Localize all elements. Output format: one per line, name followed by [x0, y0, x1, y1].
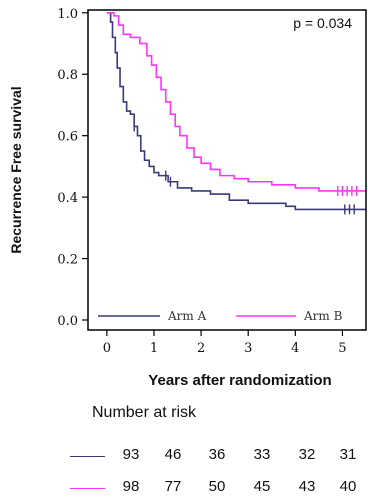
- risk-value: 31: [339, 446, 357, 463]
- x-tick-label: 4: [291, 341, 299, 356]
- legend: Arm A Arm B: [98, 309, 343, 323]
- x-tick-label: 2: [197, 341, 205, 356]
- x-tick-label: 3: [244, 341, 252, 356]
- risk-row-arm-a: 93 46 36 33 32 31: [0, 446, 368, 466]
- y-axis-label-container: Recurrence Free survival: [8, 86, 24, 253]
- y-tick-label: 0.6: [57, 130, 78, 145]
- legend-label: Arm A: [167, 309, 207, 323]
- risk-value: 33: [253, 446, 271, 463]
- risk-value: 32: [298, 446, 316, 463]
- legend-label: Arm B: [303, 309, 343, 323]
- p-value-annotation: p = 0.034: [293, 15, 352, 31]
- y-tick-label: 0.0: [57, 314, 78, 329]
- y-tick-label: 0.2: [57, 253, 78, 268]
- risk-row-line-arm-a: [70, 456, 105, 457]
- risk-value: 46: [164, 446, 182, 463]
- x-tick-label: 5: [338, 341, 346, 356]
- risk-row-line-arm-b: [70, 488, 105, 489]
- risk-value: 45: [253, 478, 271, 495]
- x-tick-label: 1: [150, 341, 158, 356]
- risk-value: 98: [122, 478, 140, 495]
- risk-value: 93: [122, 446, 140, 463]
- risk-value: 36: [208, 446, 226, 463]
- x-axis-label: Years after randomization: [148, 372, 332, 389]
- risk-value: 77: [164, 478, 182, 495]
- x-tick-label: 0: [103, 341, 111, 356]
- series-line-arm-a: [106, 12, 366, 211]
- risk-row-arm-b: 98 77 50 45 43 40: [0, 478, 368, 498]
- y-tick-label: 0.8: [57, 68, 78, 83]
- risk-value: 40: [339, 478, 357, 495]
- y-axis-label: Recurrence Free survival: [8, 86, 24, 253]
- series-line-arm-b: [106, 12, 366, 192]
- y-tick-label: 0.4: [57, 191, 78, 206]
- risk-table-title: Number at risk: [92, 404, 197, 421]
- risk-value: 43: [298, 478, 316, 495]
- y-tick-label: 1.0: [57, 7, 78, 22]
- plot-frame: [87, 9, 367, 331]
- risk-value: 50: [208, 478, 226, 495]
